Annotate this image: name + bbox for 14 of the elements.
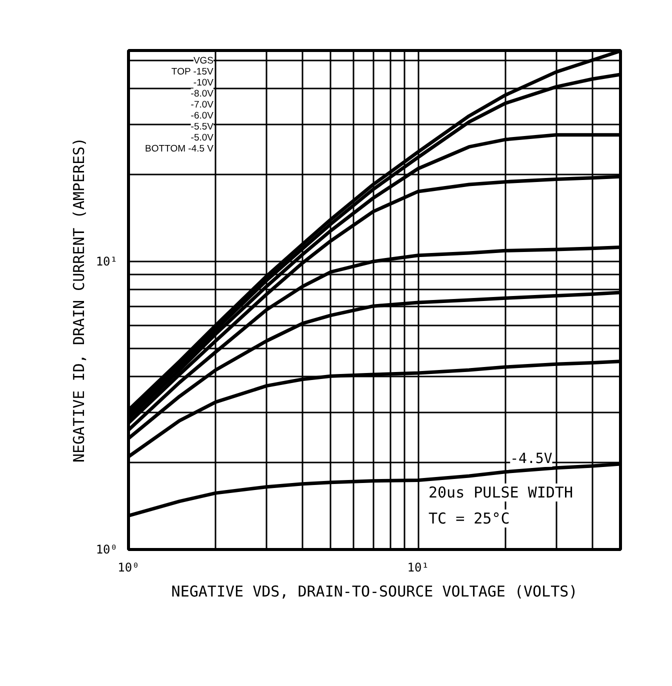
annotation: -4.5V <box>510 450 553 467</box>
annotation: TOP -15V <box>171 66 214 78</box>
annotation: 20us PULSE WIDTH <box>428 484 573 502</box>
annotation: -6.0V <box>190 110 214 122</box>
x-axis-title: NEGATIVE VDS, DRAIN-TO-SOURCE VOLTAGE (VOLTS) <box>171 582 578 600</box>
annotation: -8.0V <box>190 88 214 100</box>
annotation: -10V <box>193 78 214 88</box>
annotation: VGS <box>193 56 214 66</box>
annotation: -5.5V <box>190 122 214 132</box>
annotation: -5.0V <box>190 132 214 144</box>
y-axis-title: NEGATIVE ID, DRAIN CURRENT (AMPERES) <box>70 137 88 463</box>
annotation: BOTTOM -4.5 V <box>145 144 214 154</box>
annotation: TC = 25°C <box>428 510 510 528</box>
annotation: -7.0V <box>190 100 214 110</box>
